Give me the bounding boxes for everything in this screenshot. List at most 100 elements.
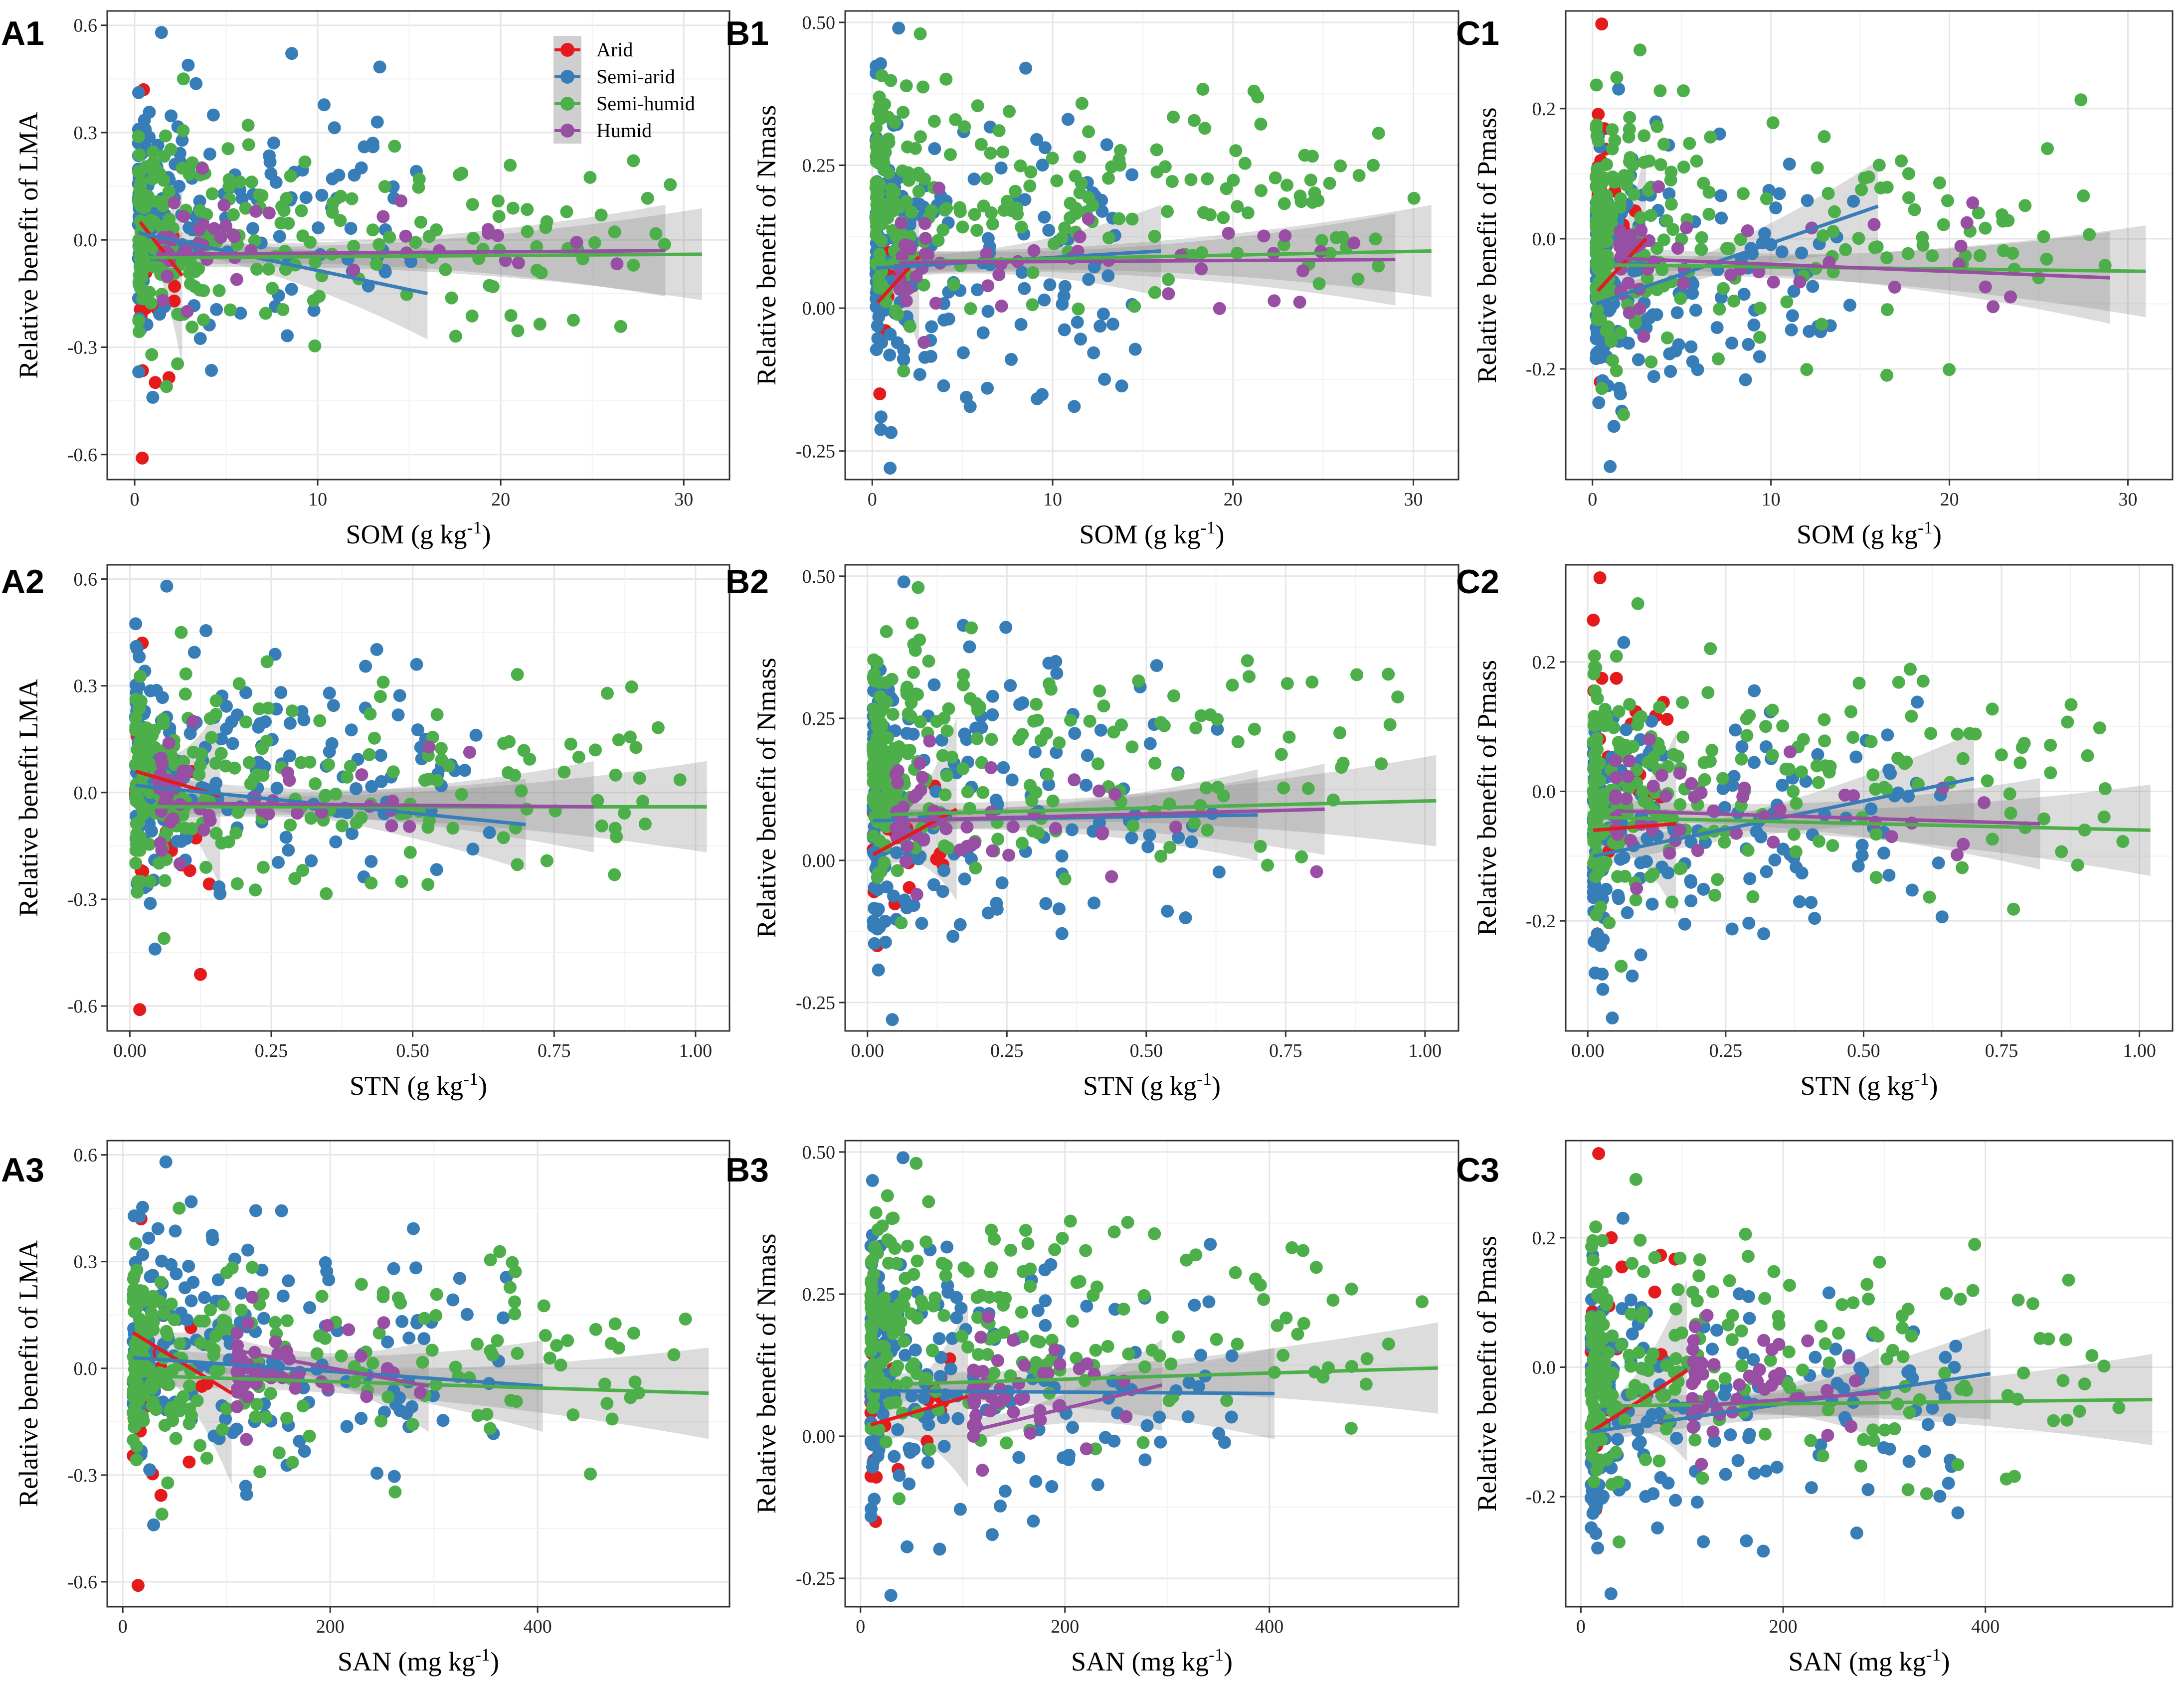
point-arid — [1615, 1260, 1629, 1274]
plot-frame-C1 — [1565, 10, 2174, 481]
point-humid — [1848, 1374, 1862, 1388]
point-semi-humid — [239, 201, 252, 215]
point-semi-arid — [1851, 859, 1865, 873]
y-tick-label: -0.25 — [796, 993, 835, 1013]
point-semi-arid — [1065, 823, 1079, 837]
point-semi-arid — [1935, 910, 1949, 924]
point-semi-arid — [1718, 1388, 1731, 1401]
point-semi-arid — [941, 1279, 954, 1292]
point-semi-humid — [1860, 1278, 1874, 1291]
point-semi-humid — [1739, 1227, 1752, 1241]
point-semi-arid — [1091, 1478, 1104, 1492]
point-semi-humid — [1150, 143, 1163, 157]
point-semi-humid — [957, 668, 970, 681]
point-semi-humid — [874, 1306, 888, 1320]
point-semi-arid — [1616, 1211, 1630, 1225]
point-semi-humid — [1956, 752, 1970, 765]
point-semi-arid — [453, 1272, 466, 1285]
point-semi-humid — [667, 1348, 681, 1361]
y-tick-label: -0.2 — [1526, 911, 1556, 932]
point-semi-humid — [1157, 719, 1171, 732]
point-semi-humid — [242, 756, 256, 769]
point-semi-humid — [250, 263, 263, 276]
point-semi-humid — [127, 1433, 140, 1447]
point-semi-arid — [155, 26, 168, 39]
point-semi-humid — [2098, 782, 2112, 795]
point-semi-arid — [1725, 336, 1739, 350]
x-tick-label: 30 — [2119, 489, 2138, 510]
point-semi-humid — [985, 1223, 998, 1237]
point-semi-humid — [1590, 313, 1604, 326]
point-humid — [1730, 827, 1743, 840]
point-semi-humid — [1030, 1335, 1043, 1347]
point-semi-humid — [1009, 184, 1022, 198]
point-humid — [1867, 218, 1881, 231]
point-humid — [1724, 268, 1738, 282]
x-tick-label: 20 — [1224, 489, 1243, 510]
point-semi-humid — [1986, 833, 1999, 846]
point-humid — [1002, 848, 1016, 862]
point-humid — [1646, 780, 1660, 793]
point-semi-humid — [157, 712, 170, 726]
point-semi-humid — [465, 309, 479, 323]
point-semi-humid — [1908, 203, 1921, 216]
point-humid — [377, 1316, 390, 1330]
point-humid — [1688, 1320, 1702, 1334]
point-humid — [1293, 296, 1306, 309]
point-semi-arid — [283, 716, 297, 730]
point-semi-arid — [1757, 1544, 1770, 1558]
point-semi-humid — [1360, 1352, 1374, 1365]
point-semi-humid — [1064, 713, 1078, 727]
point-semi-humid — [1706, 1379, 1720, 1392]
point-semi-humid — [1047, 237, 1061, 251]
point-semi-humid — [1606, 142, 1619, 156]
point-semi-humid — [1782, 1345, 1796, 1358]
point-semi-humid — [1721, 1318, 1735, 1332]
point-semi-arid — [1005, 353, 1018, 366]
point-semi-humid — [1083, 714, 1096, 728]
point-semi-humid — [252, 702, 266, 715]
point-semi-humid — [1066, 1315, 1079, 1328]
point-semi-arid — [940, 1240, 954, 1254]
x-tick-label: 30 — [1404, 489, 1423, 510]
point-humid — [1006, 820, 1020, 834]
point-semi-humid — [985, 206, 998, 219]
x-axis-title: SOM (g kg-1) — [1797, 517, 1942, 549]
point-semi-humid — [161, 1476, 175, 1490]
legend-label: Semi-humid — [596, 92, 695, 115]
point-semi-humid — [1229, 1266, 1242, 1279]
point-humid — [939, 822, 953, 836]
point-semi-humid — [1902, 167, 1915, 180]
point-semi-arid — [899, 1348, 912, 1362]
point-semi-humid — [504, 309, 518, 322]
point-semi-humid — [1819, 1337, 1832, 1350]
point-semi-humid — [162, 1378, 176, 1391]
point-semi-arid — [1911, 695, 1924, 709]
point-semi-arid — [1678, 917, 1691, 931]
point-semi-humid — [608, 868, 621, 881]
point-semi-humid — [1641, 1364, 1655, 1377]
point-semi-humid — [1596, 798, 1609, 811]
point-semi-humid — [1753, 302, 1767, 315]
point-semi-arid — [1093, 320, 1107, 333]
point-semi-humid — [1274, 748, 1288, 761]
x-tick-label: 400 — [1971, 1616, 2000, 1637]
point-semi-humid — [160, 380, 173, 393]
point-semi-arid — [1031, 1304, 1045, 1317]
point-semi-humid — [870, 121, 883, 135]
point-semi-humid — [1677, 84, 1690, 98]
point-semi-humid — [989, 1330, 1002, 1343]
point-semi-humid — [421, 878, 435, 891]
point-semi-arid — [1948, 1360, 1961, 1374]
point-semi-humid — [1783, 1279, 1796, 1292]
point-semi-humid — [540, 854, 553, 867]
point-semi-humid — [961, 785, 974, 799]
point-semi-humid — [992, 124, 1006, 138]
point-semi-arid — [270, 782, 284, 795]
point-semi-humid — [200, 1452, 213, 1465]
point-semi-arid — [1939, 1350, 1952, 1364]
point-semi-humid — [941, 841, 955, 855]
point-semi-humid — [1602, 1346, 1615, 1359]
point-semi-humid — [612, 1342, 625, 1355]
point-semi-humid — [366, 1356, 379, 1370]
